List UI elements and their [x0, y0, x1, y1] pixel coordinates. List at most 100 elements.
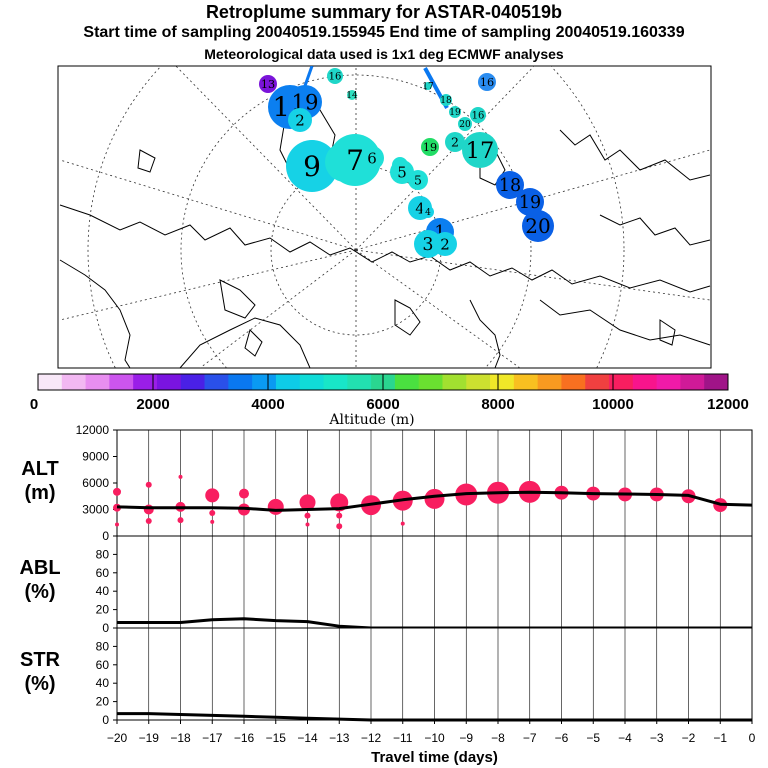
y-tick-label: 12000 [76, 423, 110, 437]
plume-cluster-label: 5 [397, 163, 407, 181]
plume-cluster-3: 14 [346, 90, 358, 101]
panel-ylabel: (%) [24, 581, 55, 603]
colorbar-segment [537, 374, 562, 390]
colorbar-segment [180, 374, 205, 390]
panel-abl: 80 60 40 20 0 ABL(%) [19, 535, 753, 635]
altitude-data-point [143, 504, 154, 515]
x-tick-label: −7 [523, 731, 537, 745]
plume-cluster-6: 2 [288, 108, 312, 132]
colorbar-segment [561, 374, 586, 390]
panel-ylabel: ABL [19, 557, 60, 579]
plume-cluster-circle [522, 210, 554, 242]
plume-cluster-label: 17 [422, 82, 434, 92]
plume-cluster-circle [440, 94, 452, 106]
plume-cluster-circle [259, 75, 277, 93]
colorbar-segment [61, 374, 86, 390]
colorbar-segment [299, 374, 324, 390]
colorbar-segment [275, 374, 301, 390]
plume-cluster-label: 4 [415, 199, 425, 217]
plume-cluster-label: 5 [414, 172, 422, 187]
plume-cluster-label: 2 [440, 235, 450, 253]
colorbar-segment [38, 374, 63, 390]
y-tick-label: 40 [96, 676, 110, 690]
plume-cluster-26: 2 [445, 132, 465, 152]
x-tick-label: −11 [393, 731, 413, 745]
y-tick-label: 9000 [82, 450, 109, 464]
plume-cluster-circle [462, 132, 498, 168]
plume-cluster-29: 18 [496, 171, 524, 199]
colorbar-tick-label: 0 [30, 396, 38, 413]
plume-cluster-circle [433, 232, 457, 256]
colorbar-segment [466, 374, 491, 390]
colorbar-segment [228, 374, 253, 390]
x-tick-label: −20 [107, 731, 128, 745]
plume-cluster-circle [414, 230, 442, 258]
y-tick-label: 40 [96, 584, 110, 598]
plume-cluster-circle [347, 90, 357, 100]
plume-cluster-label: 2 [295, 111, 305, 129]
x-tick-label: −10 [424, 731, 445, 745]
altitude-data-point [299, 494, 316, 511]
colorbar-segment [490, 374, 515, 390]
y-tick-label: 0 [102, 529, 109, 543]
plume-cluster-11: 6 [360, 146, 384, 170]
plume-cluster-circle [422, 206, 434, 218]
plume-cluster-label: 16 [480, 76, 494, 89]
y-tick-label: 60 [96, 658, 110, 672]
plume-cluster-label: 13 [261, 78, 275, 91]
plume-cluster-8: 9 [286, 140, 338, 192]
altitude-data-point [305, 522, 310, 527]
altitude-data-point [304, 512, 311, 519]
colorbar-segment [632, 374, 658, 390]
plume-cluster-label: 17 [466, 138, 495, 164]
plume-cluster-circle [288, 108, 312, 132]
x-tick-label: −12 [361, 731, 382, 745]
plume-cluster-label: 18 [499, 176, 521, 196]
colorbar-segment [513, 374, 539, 390]
colorbar-tick-label: 8000 [481, 396, 514, 413]
plume-cluster-28: 16 [478, 73, 496, 91]
x-tick-label: −5 [586, 731, 600, 745]
x-tick-label: −17 [202, 731, 223, 745]
altitude-data-point [178, 474, 183, 479]
x-tick-label: −3 [650, 731, 664, 745]
plume-cluster-20: 17 [422, 82, 434, 92]
plume-cluster-circle [470, 107, 486, 123]
panel-str: 80 60 40 20 0 STR(%) [20, 627, 753, 727]
plume-cluster-label: 4 [425, 208, 431, 218]
panel-alt: 12000 9000 6000 3000 0 ALT(m) [21, 423, 753, 543]
panel-ylabel: (%) [24, 673, 55, 695]
altitude-data-point [336, 512, 343, 519]
colorbar-segment [585, 374, 610, 390]
altitude-data-point [239, 488, 249, 499]
plume-cluster-label: 14 [346, 91, 358, 101]
x-tick-label: −6 [555, 731, 569, 745]
plume-cluster-circle [458, 117, 472, 131]
plume-cluster-label: 7 [346, 144, 364, 177]
altitude-data-point [205, 488, 220, 503]
colorbar-segment [418, 374, 443, 390]
plume-cluster-18: 3 [414, 230, 442, 258]
map-panel: 1316141119289776655441321718192016192171… [57, 65, 712, 369]
altitude-data-point [209, 510, 216, 517]
colorbar-segment [394, 374, 420, 390]
plume-cluster-2: 16 [327, 68, 343, 84]
colorbar-segment [156, 374, 182, 390]
x-tick-label: −13 [329, 731, 350, 745]
x-tick-label: −8 [491, 731, 505, 745]
y-tick-label: 80 [96, 547, 110, 561]
plume-cluster-label: 19 [519, 193, 541, 213]
map-coastlines [59, 94, 711, 368]
meteorological-data-line: Meteorological data used is 1x1 deg ECMW… [204, 46, 564, 62]
colorbar-segment [252, 374, 277, 390]
y-tick-label: 20 [96, 603, 110, 617]
altitude-data-point [210, 519, 215, 524]
plume-cluster-19: 2 [433, 232, 457, 256]
colorbar-segment [109, 374, 134, 390]
plume-cluster-label: 2 [451, 134, 459, 149]
x-tick-label: −16 [234, 731, 255, 745]
panel-ylabel: STR [20, 649, 61, 671]
y-tick-label: 0 [102, 621, 109, 635]
plume-cluster-circle [390, 160, 414, 184]
plume-cluster-circle [445, 132, 465, 152]
